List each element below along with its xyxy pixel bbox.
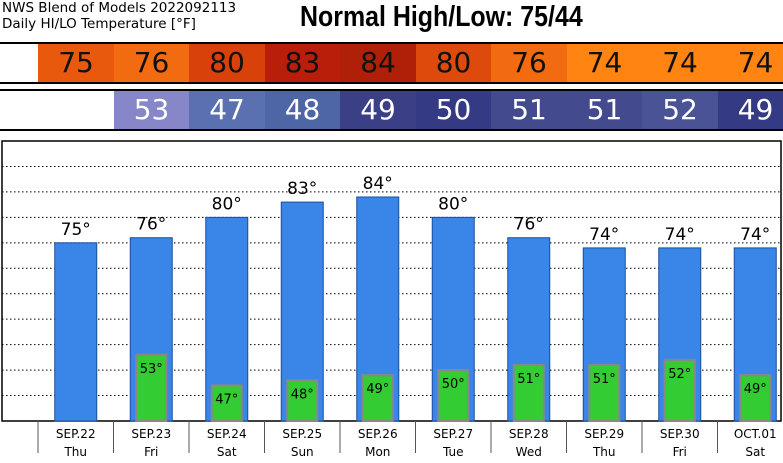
chart-subtitle: Daily HI/LO Temperature [°F] — [2, 16, 196, 32]
low-temperature-label: 51° — [517, 372, 540, 387]
high-temperature-strip: 75 76 80 83 84 80 76 74 74 74 — [0, 42, 783, 84]
weekday-tick-label: Sun — [291, 445, 314, 459]
low-strip-cell: 51 — [566, 91, 643, 129]
high-temperature-label: 84° — [363, 174, 393, 194]
low-strip-cell — [38, 91, 115, 129]
weekday-tick-label: Fri — [673, 445, 687, 459]
high-temperature-bar — [54, 242, 98, 422]
low-temperature-bar — [663, 358, 696, 422]
date-tick-label: OCT.01 — [734, 427, 777, 441]
weekday-tick-label: Thu — [63, 445, 87, 459]
low-temperature-label: 50° — [442, 377, 465, 392]
low-strip-cell: 49 — [340, 91, 417, 129]
high-strip-cell: 84 — [340, 44, 417, 82]
low-temperature-bar — [739, 374, 772, 423]
low-strip-cell: 49 — [717, 91, 783, 129]
low-strip-cell: 47 — [189, 91, 266, 129]
high-temperature-label: 80° — [212, 194, 242, 214]
low-strip-cell: 51 — [491, 91, 568, 129]
weekday-tick-label: Tue — [442, 445, 464, 459]
date-tick-label: SEP.23 — [131, 427, 171, 441]
low-temperature-label: 51° — [593, 372, 616, 387]
date-tick-label: SEP.29 — [584, 427, 624, 441]
low-temperature-label: 49° — [744, 382, 767, 397]
low-temperature-bar — [210, 384, 243, 423]
date-tick-label: SEP.30 — [660, 427, 700, 441]
low-temperature-bar — [437, 369, 470, 423]
high-strip-cell: 83 — [264, 44, 341, 82]
high-strip-blank — [0, 44, 38, 82]
low-temperature-label: 49° — [366, 382, 389, 397]
low-temperature-label: 47° — [215, 392, 238, 407]
date-tick-label: SEP.22 — [56, 427, 96, 441]
low-temperature-bar — [361, 374, 394, 423]
low-strip-blank — [0, 91, 38, 129]
date-tick-label: SEP.28 — [509, 427, 549, 441]
date-tick-label: SEP.27 — [433, 427, 473, 441]
high-temperature-label: 83° — [287, 179, 317, 199]
weekday-tick-label: Fri — [144, 445, 158, 459]
high-strip-cell: 76 — [491, 44, 568, 82]
high-strip-cell: 80 — [415, 44, 492, 82]
high-temperature-label: 76° — [136, 215, 166, 235]
high-temperature-label: 76° — [514, 215, 544, 235]
weekday-tick-label: Mon — [365, 445, 390, 459]
low-temperature-label: 48° — [291, 387, 314, 402]
weekday-tick-label: Sat — [217, 445, 237, 459]
low-strip-cell: 53 — [113, 91, 190, 129]
low-temperature-label: 53° — [140, 362, 163, 377]
low-strip-cell: 52 — [642, 91, 719, 129]
low-temperature-bar — [135, 353, 168, 422]
low-temperature-strip: 53 47 48 49 50 51 51 52 49 — [0, 89, 783, 131]
high-temperature-label: 74° — [589, 225, 619, 245]
high-strip-cell: 74 — [717, 44, 783, 82]
date-tick-label: SEP.25 — [282, 427, 322, 441]
weekday-tick-label: Thu — [592, 445, 616, 459]
high-strip-cell: 75 — [38, 44, 115, 82]
high-temperature-label: 75° — [61, 220, 91, 240]
date-tick-label: SEP.24 — [207, 427, 247, 441]
low-temperature-bar — [286, 379, 319, 423]
low-temperature-bar — [512, 364, 545, 422]
high-temperature-label: 74° — [740, 225, 770, 245]
low-strip-cell: 50 — [415, 91, 492, 129]
low-strip-cell: 48 — [264, 91, 341, 129]
normal-high-low-label: Normal High/Low: 75/44 — [300, 1, 583, 33]
weekday-tick-label: Wed — [516, 445, 542, 459]
model-title: NWS Blend of Models 2022092113 — [2, 0, 237, 16]
high-temperature-label: 80° — [438, 194, 468, 214]
high-strip-cell: 76 — [113, 44, 190, 82]
high-strip-cell: 80 — [189, 44, 266, 82]
high-strip-cell: 74 — [566, 44, 643, 82]
high-temperature-label: 74° — [665, 225, 695, 245]
low-temperature-bar — [588, 364, 621, 422]
date-tick-label: SEP.26 — [358, 427, 398, 441]
high-strip-cell: 74 — [642, 44, 719, 82]
weekday-tick-label: Sat — [745, 445, 765, 459]
low-temperature-label: 52° — [668, 367, 691, 382]
